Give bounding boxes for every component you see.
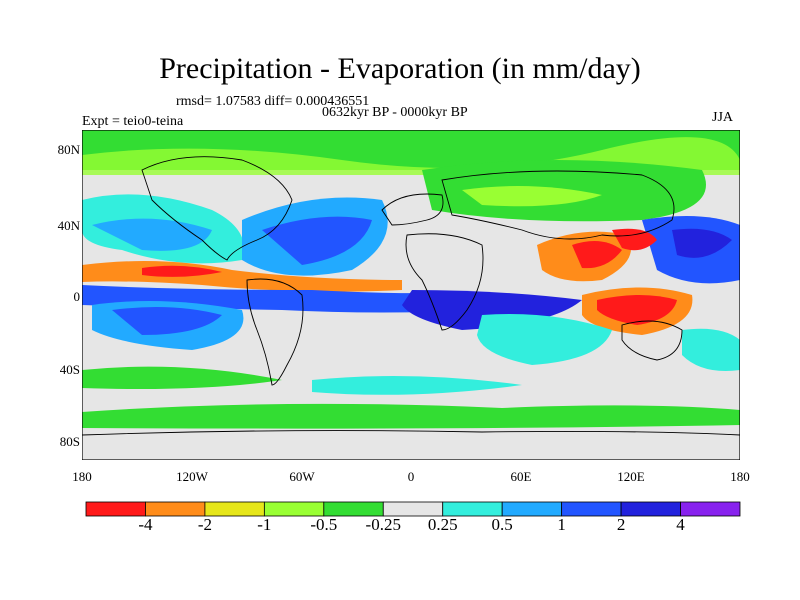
colorbar-box — [382, 501, 444, 517]
season-label: JJA — [712, 110, 734, 125]
colorbar-label: -1 — [257, 515, 272, 534]
lat-tick-40s: 40S — [59, 362, 80, 377]
colorbar-box — [680, 501, 741, 517]
lon-tick-0: 0 — [407, 469, 415, 484]
colorbar-box — [501, 501, 563, 517]
lon-tick-120e: 120E — [617, 469, 645, 484]
colorbar-box — [442, 501, 503, 517]
colorbar-label: 1 — [557, 515, 566, 534]
plot-title: Precipitation - Evaporation (in mm/day) — [159, 52, 641, 85]
lon-tick-180w: 180 — [72, 469, 92, 484]
lat-tick-40n: 40N — [57, 218, 80, 233]
colorbar-label: 4 — [676, 515, 685, 534]
colorbar-box — [620, 501, 681, 517]
colorbar-box — [145, 501, 206, 517]
experiment-label: Expt = teio0-teina — [82, 114, 184, 129]
colorbar-box — [561, 501, 622, 517]
lon-tick-60e: 60E — [510, 469, 532, 484]
colorbar-label: 2 — [616, 515, 626, 534]
stats-label: rmsd= 1.07583 diff= 0.000436551 — [176, 94, 370, 109]
colorbar-box — [204, 501, 265, 517]
colorbar-label: -0.5 — [310, 515, 338, 534]
colorbar-label: -2 — [197, 515, 212, 534]
lon-tick-60w: 60W — [289, 469, 315, 484]
period-label: 0632kyr BP - 0000kyr BP — [322, 105, 468, 120]
lat-tick-80n: 80N — [57, 142, 80, 157]
coastlines — [82, 156, 740, 436]
colorbar-label: 0.5 — [491, 515, 513, 534]
colorbar-label: -0.25 — [365, 515, 401, 534]
pe-anomaly-map — [82, 130, 740, 460]
colorbar-label: 0.25 — [427, 515, 458, 534]
colorbar-box — [323, 501, 384, 517]
lon-tick-180e: 180 — [730, 469, 750, 484]
anomaly-field — [82, 130, 740, 460]
lat-tick-0: 0 — [73, 289, 81, 304]
colorbar-box — [85, 501, 146, 517]
colorbar-box — [263, 501, 325, 517]
colorbar-label: -4 — [138, 515, 153, 534]
lon-tick-120w: 120W — [176, 469, 208, 484]
lat-tick-80s: 80S — [59, 434, 80, 449]
